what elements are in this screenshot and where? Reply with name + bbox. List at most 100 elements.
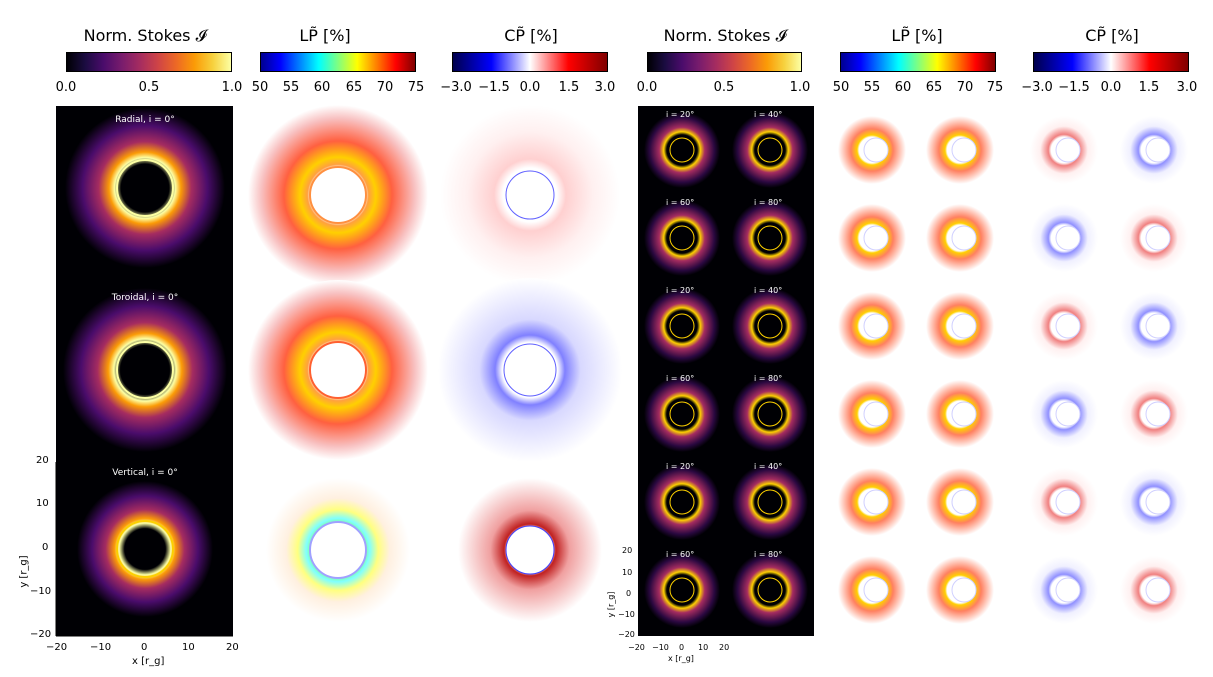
colorbar-seismic-left <box>452 52 608 72</box>
colorbar-tick: −3.0 <box>1021 80 1053 95</box>
x-tick: −20 <box>628 643 645 652</box>
y-tick: −20 <box>30 629 52 640</box>
colorbar-tick: 0.0 <box>55 80 77 95</box>
colorbar-tick: 75 <box>407 80 425 95</box>
x-axis-label: x [r_g] <box>668 654 694 663</box>
shadow-disk <box>1055 401 1081 427</box>
shadow-disk <box>1145 577 1171 603</box>
shadow-disk <box>1145 489 1171 515</box>
shadow-disk <box>669 313 695 339</box>
row-label-radial: Radial, i = 0° <box>115 115 175 125</box>
x-tick: −10 <box>90 642 112 653</box>
shadow-disk <box>863 577 889 603</box>
colorbar-seismic-right <box>1033 52 1189 72</box>
inclination-label: i = 20° <box>666 462 695 471</box>
colorbar-tick: 0.0 <box>636 80 658 95</box>
colorbar-tick: 0.5 <box>138 80 160 95</box>
colorbar-tick: 75 <box>986 80 1004 95</box>
colorbar-tick: 0.5 <box>713 80 735 95</box>
toroidal-intensity-ring <box>63 288 227 452</box>
colorbar-tick: 60 <box>894 80 912 95</box>
inclination-label: i = 80° <box>754 374 783 383</box>
colorbar-inferno-left <box>66 52 232 72</box>
colorbar-tick: 50 <box>251 80 269 95</box>
colorbar-tick: −1.5 <box>1058 80 1090 95</box>
shadow-disk <box>951 313 977 339</box>
colorbar-jet-left <box>260 52 416 72</box>
colorbar-tick: 65 <box>925 80 943 95</box>
shadow-disk <box>951 225 977 251</box>
x-tick: 10 <box>182 642 195 653</box>
colorbar-tick: 0.0 <box>519 80 541 95</box>
inclination-label: i = 40° <box>754 110 783 119</box>
shadow-disk <box>863 401 889 427</box>
y-tick: −10 <box>30 586 52 597</box>
colorbar-tick: −3.0 <box>440 80 472 95</box>
x-axis-label: x [r_g] <box>132 656 165 667</box>
right-panel-grid <box>638 106 1188 636</box>
shadow-disk <box>757 137 783 163</box>
inclination-label: i = 80° <box>754 550 783 559</box>
shadow-disk <box>951 401 977 427</box>
shadow-disk <box>669 137 695 163</box>
y-tick: 20 <box>622 546 633 555</box>
colorbar-tick: 1.5 <box>558 80 580 95</box>
x-tick: −10 <box>652 643 669 652</box>
y-tick: −10 <box>618 610 635 619</box>
colorbar-title-stokes-left: Norm. Stokes 𝓘 <box>83 26 207 45</box>
colorbar-title-cp-right: CP̃ [%] <box>1085 26 1139 45</box>
shadow-disk <box>669 489 695 515</box>
colorbar-title-lp-left: LP̃ [%] <box>299 26 351 45</box>
colorbar-tick: 1.0 <box>221 80 243 95</box>
colorbar-tick: 0.0 <box>1100 80 1122 95</box>
y-tick: 10 <box>36 498 49 509</box>
colorbar-title-lp-right: LP̃ [%] <box>891 26 943 45</box>
y-axis-label: y [r_g] <box>18 555 30 588</box>
colorbar-tick: 70 <box>956 80 974 95</box>
inclination-label: i = 20° <box>666 286 695 295</box>
shadow-disk <box>951 137 977 163</box>
x-tick: 20 <box>719 643 730 652</box>
shadow-disk <box>863 137 889 163</box>
shadow-disk <box>863 313 889 339</box>
shadow-disk <box>1145 401 1171 427</box>
colorbar-tick: −1.5 <box>478 80 510 95</box>
colorbar-tick: 60 <box>313 80 331 95</box>
y-tick: 0 <box>42 542 49 553</box>
shadow-disk <box>757 401 783 427</box>
shadow-disk <box>1145 313 1171 339</box>
shadow-disk <box>1055 137 1081 163</box>
inclination-label: i = 60° <box>666 374 695 383</box>
x-tick: 0 <box>141 642 148 653</box>
colorbar-tick: 55 <box>282 80 300 95</box>
shadow-disk <box>669 225 695 251</box>
shadow-disk <box>1055 577 1081 603</box>
vertical-intensity-ring <box>77 481 213 617</box>
shadow-disk <box>757 313 783 339</box>
x-tick: 10 <box>698 643 709 652</box>
colorbar-title-cp-left: CP̃ [%] <box>504 26 558 45</box>
colorbar-tick: 50 <box>832 80 850 95</box>
shadow-disk <box>757 577 783 603</box>
shadow-disk <box>1055 489 1081 515</box>
shadow-disk <box>951 489 977 515</box>
x-tick: −20 <box>46 642 68 653</box>
x-tick: 20 <box>226 642 239 653</box>
inclination-label: i = 40° <box>754 462 783 471</box>
row-label-vertical: Vertical, i = 0° <box>112 468 177 478</box>
colorbar-title-stokes-right: Norm. Stokes 𝓘 <box>663 26 787 45</box>
row-label-toroidal: Toroidal, i = 0° <box>111 293 178 303</box>
shadow-disk <box>1055 225 1081 251</box>
inclination-label: i = 80° <box>754 198 783 207</box>
shadow-disk <box>863 225 889 251</box>
shadow-disk <box>669 577 695 603</box>
y-axis-label: y [r_g] <box>606 591 616 618</box>
colorbar-tick: 1.5 <box>1138 80 1160 95</box>
colorbar-tick: 55 <box>863 80 881 95</box>
shadow-disk <box>863 489 889 515</box>
colorbar-jet-right <box>840 52 996 72</box>
radial-intensity-ring <box>65 108 225 268</box>
y-tick: 10 <box>622 568 633 577</box>
inclination-label: i = 60° <box>666 198 695 207</box>
x-tick: 0 <box>679 643 685 652</box>
